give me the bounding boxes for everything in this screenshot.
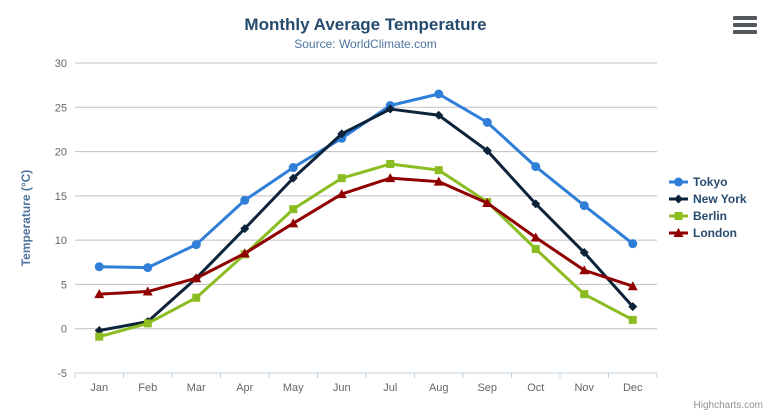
legend-square-marker-icon bbox=[669, 212, 688, 220]
data-point-tokyo[interactable] bbox=[434, 89, 444, 99]
x-axis-label: Feb bbox=[138, 382, 157, 394]
y-axis-label: 20 bbox=[55, 147, 67, 159]
hamburger-icon bbox=[733, 16, 757, 20]
data-point-tokyo[interactable] bbox=[288, 163, 298, 173]
legend-marker-shape bbox=[674, 212, 683, 220]
x-axis-label: Jun bbox=[333, 382, 351, 394]
data-point-tokyo[interactable] bbox=[482, 117, 492, 127]
data-point-tokyo[interactable] bbox=[531, 162, 541, 172]
y-axis-label: 25 bbox=[55, 102, 67, 114]
data-point-berlin[interactable] bbox=[434, 166, 443, 175]
series-line-new-york bbox=[97, 107, 635, 332]
legend-label: Tokyo bbox=[693, 175, 728, 189]
x-axis-label: May bbox=[283, 382, 304, 394]
data-point-berlin[interactable] bbox=[386, 159, 395, 168]
data-point-london[interactable] bbox=[433, 176, 444, 186]
data-point-new-york[interactable] bbox=[628, 302, 638, 312]
y-axis-label: 30 bbox=[55, 58, 67, 70]
y-axis-label: 0 bbox=[61, 324, 67, 336]
x-axis-label: Mar bbox=[187, 382, 206, 394]
y-axis-label: 15 bbox=[55, 191, 67, 203]
data-point-london[interactable] bbox=[627, 281, 638, 291]
legend-marker-shape bbox=[673, 228, 684, 237]
data-point-new-york[interactable] bbox=[434, 110, 444, 120]
x-axis-label: Apr bbox=[236, 382, 253, 394]
data-point-berlin[interactable] bbox=[337, 174, 346, 183]
x-axis-label: Nov bbox=[574, 382, 594, 394]
hamburger-bar bbox=[733, 23, 757, 27]
data-point-london[interactable] bbox=[191, 273, 202, 283]
data-point-tokyo[interactable] bbox=[240, 195, 250, 205]
credits-link[interactable]: Highcharts.com bbox=[693, 400, 763, 411]
hamburger-bar bbox=[733, 30, 757, 34]
x-axis-label: Jul bbox=[383, 382, 397, 394]
data-point-berlin[interactable] bbox=[95, 332, 104, 341]
data-point-london[interactable] bbox=[530, 232, 541, 242]
x-axis-label: Oct bbox=[527, 382, 544, 394]
data-point-new-york[interactable] bbox=[385, 104, 395, 114]
data-point-london[interactable] bbox=[239, 248, 250, 258]
x-axis-label: Dec bbox=[623, 382, 643, 394]
data-point-berlin[interactable] bbox=[531, 245, 540, 253]
legend-label: New York bbox=[693, 192, 747, 206]
series-london bbox=[94, 173, 638, 299]
data-point-london[interactable] bbox=[336, 189, 347, 199]
data-point-tokyo[interactable] bbox=[579, 201, 589, 211]
data-point-london[interactable] bbox=[288, 218, 299, 228]
data-point-berlin[interactable] bbox=[580, 290, 589, 299]
data-point-london[interactable] bbox=[94, 289, 105, 299]
legend-item-new-york[interactable]: New York bbox=[669, 191, 747, 207]
series-line-london bbox=[97, 176, 635, 296]
data-point-berlin[interactable] bbox=[192, 293, 201, 302]
data-point-new-york[interactable] bbox=[482, 146, 492, 156]
data-point-tokyo[interactable] bbox=[628, 239, 638, 249]
series-tokyo bbox=[94, 89, 638, 273]
series-new-york bbox=[94, 104, 638, 335]
data-point-tokyo[interactable] bbox=[143, 263, 153, 273]
legend-label: Berlin bbox=[693, 209, 728, 223]
chart-subtitle: Source: WorldClimate.com bbox=[294, 37, 437, 51]
y-axis-label: 5 bbox=[61, 279, 67, 291]
y-axis-label: 10 bbox=[55, 235, 67, 247]
chart-title: Monthly Average Temperature bbox=[244, 15, 487, 34]
series-line-berlin bbox=[97, 162, 635, 339]
data-point-tokyo[interactable] bbox=[191, 240, 201, 250]
legend-circle-marker-icon bbox=[669, 177, 688, 187]
x-axis-label: Jan bbox=[90, 382, 108, 394]
data-point-berlin[interactable] bbox=[143, 319, 152, 328]
data-point-london[interactable] bbox=[482, 197, 493, 207]
legend-label: London bbox=[693, 226, 737, 240]
data-point-new-york[interactable] bbox=[288, 173, 298, 183]
legend-item-london[interactable]: London bbox=[669, 225, 747, 241]
legend-item-tokyo[interactable]: Tokyo bbox=[669, 174, 747, 190]
legend-marker-shape bbox=[674, 194, 683, 204]
data-point-new-york[interactable] bbox=[337, 129, 347, 139]
data-point-new-york[interactable] bbox=[579, 248, 589, 258]
legend-item-berlin[interactable]: Berlin bbox=[669, 208, 747, 224]
x-axis-label: Aug bbox=[429, 382, 449, 394]
y-axis-label: -5 bbox=[57, 368, 67, 380]
data-point-london[interactable] bbox=[579, 265, 590, 275]
data-point-berlin[interactable] bbox=[628, 315, 637, 324]
legend: Tokyo New York Berlin London bbox=[669, 174, 747, 241]
data-point-new-york[interactable] bbox=[240, 224, 250, 234]
data-point-london[interactable] bbox=[385, 173, 396, 183]
legend-diamond-marker-icon bbox=[669, 194, 688, 204]
x-axis-label: Sep bbox=[477, 382, 497, 394]
export-menu-button[interactable] bbox=[733, 16, 757, 34]
legend-marker-shape bbox=[674, 177, 683, 187]
data-point-berlin[interactable] bbox=[289, 205, 298, 214]
legend-triangle-marker-icon bbox=[669, 228, 688, 237]
data-point-tokyo[interactable] bbox=[94, 262, 104, 272]
data-point-london[interactable] bbox=[142, 286, 153, 296]
data-point-new-york[interactable] bbox=[531, 199, 541, 209]
y-axis-title: Temperature (°C) bbox=[19, 170, 33, 267]
